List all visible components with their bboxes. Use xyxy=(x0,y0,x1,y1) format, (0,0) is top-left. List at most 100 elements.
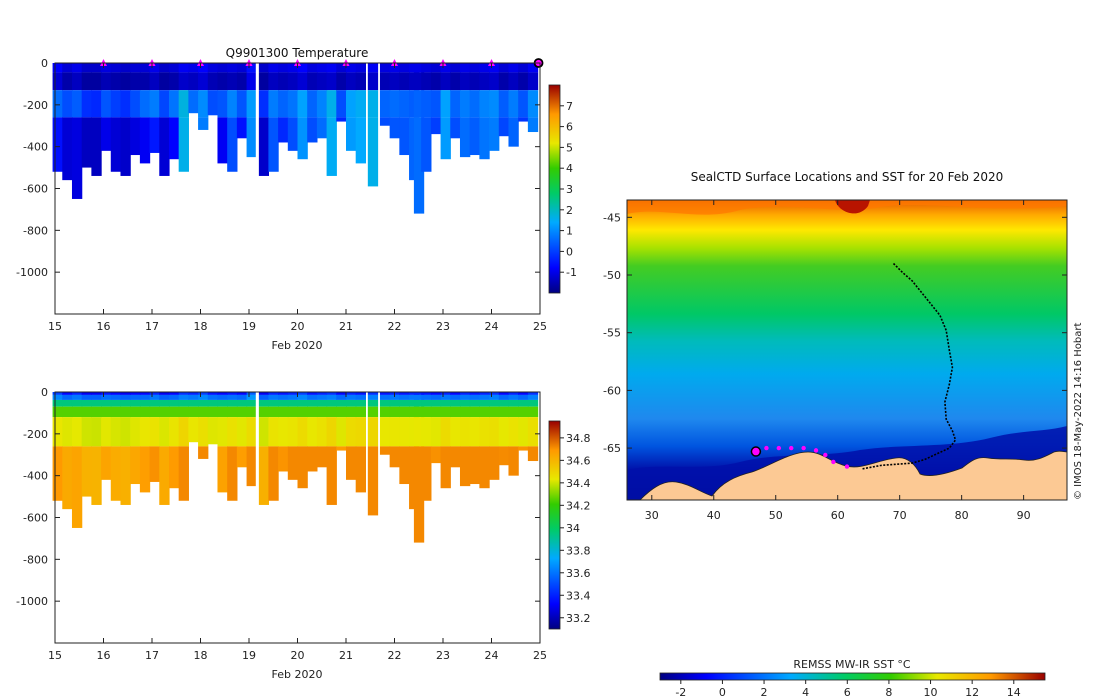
profile xyxy=(430,392,442,464)
profile-cell xyxy=(336,72,347,91)
profile-cell xyxy=(188,72,199,91)
y-tick-label: -200 xyxy=(23,428,48,441)
profile-cell xyxy=(421,394,432,400)
profile-cell xyxy=(236,63,248,73)
profile xyxy=(207,63,219,116)
profile-cell xyxy=(110,72,122,91)
profile-cell xyxy=(178,63,189,73)
profile-cell xyxy=(258,399,269,407)
profile-cell xyxy=(62,446,73,510)
salinity-y-axis: 0 -200 -400 -600 -800 -1000 xyxy=(16,386,540,608)
profile-cell xyxy=(188,417,199,443)
profile-cell xyxy=(227,90,238,118)
profile-cell xyxy=(52,394,63,400)
profile-cell xyxy=(130,117,141,156)
profile-cell xyxy=(326,72,337,91)
profile xyxy=(489,63,500,151)
profile xyxy=(178,392,189,501)
profile-cell xyxy=(389,394,400,400)
profile-cell xyxy=(326,117,337,176)
profile-cell xyxy=(258,72,269,91)
profile-cell xyxy=(278,117,289,143)
profile xyxy=(307,63,318,143)
profile-cell xyxy=(498,399,510,407)
profile-cell xyxy=(81,406,92,418)
profile-cell xyxy=(527,63,539,73)
profile xyxy=(346,392,357,480)
profile-cell xyxy=(459,446,471,487)
profile-cell xyxy=(217,117,228,164)
profile-cell xyxy=(62,72,73,91)
profile-cell xyxy=(346,399,357,407)
profile xyxy=(217,392,228,493)
profile-cell xyxy=(379,399,391,407)
temperature-xlabel: Feb 2020 xyxy=(272,339,323,352)
profile-cell xyxy=(440,406,451,418)
profile-cell xyxy=(149,90,160,118)
profile-cell xyxy=(326,446,337,505)
profile-cell xyxy=(527,417,539,447)
profile-cell xyxy=(120,399,131,407)
profile-cell xyxy=(198,117,209,130)
profile-cell xyxy=(489,406,500,418)
x-tick-label: 17 xyxy=(145,649,159,662)
profile-cell xyxy=(326,417,337,447)
profile-cell xyxy=(421,90,432,118)
profile-cell xyxy=(459,72,471,91)
profile xyxy=(207,392,219,445)
profile xyxy=(246,392,257,487)
x-tick-label: 21 xyxy=(339,320,353,333)
colorbar-tick-label: 34.6 xyxy=(566,454,591,467)
profile-cell xyxy=(508,392,519,395)
colorbar-tick-label: 33.4 xyxy=(566,589,591,602)
profile-cell xyxy=(450,117,461,139)
antarctic-land xyxy=(639,450,1067,500)
profile-cell xyxy=(469,394,480,400)
profile-cell xyxy=(498,117,510,137)
profile-cell xyxy=(469,417,480,447)
profile-cell xyxy=(91,394,102,400)
y-tick-label: -800 xyxy=(23,553,48,566)
profile-cell xyxy=(346,117,357,151)
profile-cell xyxy=(227,72,238,91)
profile-cell xyxy=(336,117,347,122)
profile-cell xyxy=(149,117,160,153)
profile xyxy=(421,63,432,172)
profile xyxy=(236,392,248,468)
profile-cell xyxy=(379,63,391,73)
profile xyxy=(62,63,73,181)
start-position-marker xyxy=(750,446,762,457)
profile-cell xyxy=(527,72,539,91)
x-tick-label: 20 xyxy=(291,320,305,333)
lon-tick-label: 30 xyxy=(645,509,659,522)
profile-cell xyxy=(316,399,328,407)
profile-cell xyxy=(459,392,471,395)
colorbar-tick-label: 0 xyxy=(566,245,573,258)
profile xyxy=(518,392,529,451)
colorbar-tick-label: 33.6 xyxy=(566,567,591,580)
profile-cell xyxy=(110,392,122,395)
profile-cell xyxy=(287,399,299,407)
profile-cell xyxy=(62,406,73,418)
profile xyxy=(440,63,451,160)
lon-tick-label: 50 xyxy=(769,509,783,522)
profile-cell xyxy=(440,394,451,400)
profile-cell xyxy=(287,63,299,73)
profile xyxy=(159,63,170,176)
profile-cell xyxy=(498,90,510,118)
profile-cell xyxy=(159,446,170,505)
profile-cell xyxy=(336,63,347,73)
profile-cell xyxy=(399,117,410,156)
profile-cell xyxy=(227,446,238,501)
profile-cell xyxy=(469,406,480,418)
profile-cell xyxy=(110,394,122,400)
profile-cell xyxy=(178,90,189,118)
profile xyxy=(120,63,131,176)
profile-cell xyxy=(217,394,228,400)
profile xyxy=(379,63,391,126)
profile xyxy=(287,63,299,151)
profile-cell xyxy=(316,392,328,395)
lon-tick-label: 80 xyxy=(955,509,969,522)
profile-cell xyxy=(159,406,170,418)
